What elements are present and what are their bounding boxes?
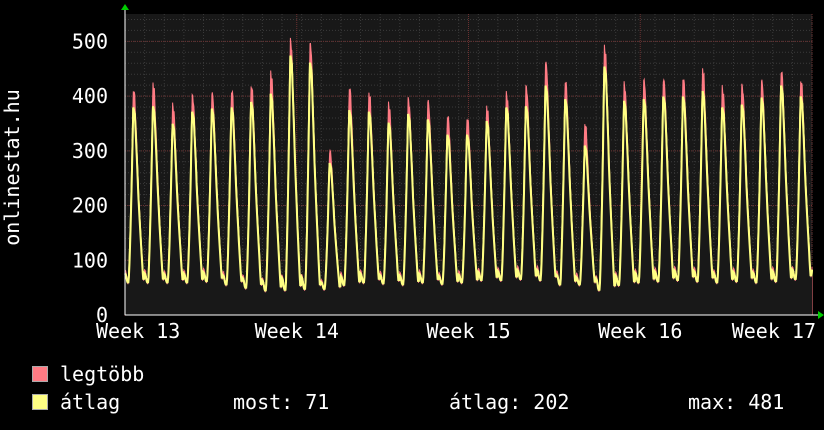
series-avg-line-top bbox=[124, 55, 813, 292]
y-tick-label: 200 bbox=[72, 194, 108, 218]
legend-label-max: legtöbb bbox=[60, 362, 145, 386]
y-tick-label: 0 bbox=[96, 303, 108, 327]
traffic-chart: 0 100 200 300 400 500 Week 13 Week 14 Week 15 Wee… bbox=[0, 4, 824, 343]
x-tick-label: Week 13 bbox=[96, 319, 180, 343]
x-axis-arrow bbox=[818, 311, 824, 319]
x-tick-label: Week 16 bbox=[598, 319, 682, 343]
stat-now: most: 71 bbox=[233, 390, 330, 414]
y-tick-label: 400 bbox=[72, 84, 108, 108]
y-tick-label: 100 bbox=[72, 248, 108, 272]
y-tick-label: 300 bbox=[72, 139, 108, 163]
stat-max: max: 481 bbox=[688, 390, 785, 414]
stat-average: átlag: 202 bbox=[449, 390, 570, 414]
avg-swatch bbox=[32, 394, 48, 410]
y-axis-label: onlinestat.hu bbox=[0, 89, 24, 246]
y-tick-label: 500 bbox=[72, 29, 108, 53]
series-avg-underlay bbox=[125, 57, 812, 315]
x-tick-label: Week 17 bbox=[732, 319, 816, 343]
max-swatch bbox=[32, 366, 48, 382]
y-axis-arrow bbox=[121, 4, 129, 10]
x-tick-label: Week 14 bbox=[255, 319, 339, 343]
x-tick-label: Week 15 bbox=[426, 319, 510, 343]
legend-label-avg: átlag bbox=[60, 390, 121, 414]
